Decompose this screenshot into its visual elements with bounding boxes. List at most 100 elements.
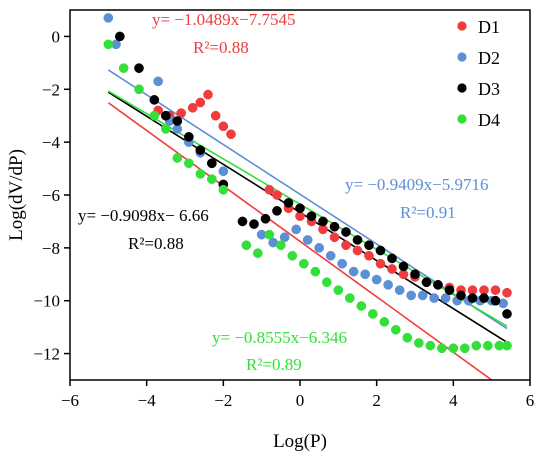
fit-r2-d3: R²=0.88: [128, 234, 184, 253]
y-axis-title: Log(dV/dP): [6, 149, 27, 241]
plot-area: [103, 13, 512, 380]
point-d1: [203, 89, 213, 100]
point-d2: [337, 258, 348, 269]
point-d4: [356, 301, 367, 311]
point-d4: [402, 332, 413, 343]
point-d4: [118, 63, 129, 73]
axis-ticks: −6 −4 −2 0 2 4 6 0 −2 −4 −6 −8 −10 −12: [33, 27, 534, 410]
point-d3: [479, 293, 489, 303]
legend: D1 D2 D3 D4: [457, 17, 500, 130]
point-d3: [375, 245, 386, 256]
x-axis-title: Log(P): [273, 431, 327, 452]
point-d3: [172, 116, 183, 126]
point-d1: [490, 285, 501, 295]
point-d3: [249, 219, 259, 229]
point-d3: [456, 290, 466, 301]
fit-line-d1: [107, 102, 494, 380]
point-d1: [226, 129, 236, 140]
fit-equation-d3: y= −0.9098x− 6.66: [78, 206, 209, 225]
point-d1: [272, 190, 282, 200]
fit-annotations: y= −1.0489x−7.7545 R²=0.88 y= −0.9409x−5.9…: [78, 10, 489, 374]
point-d4: [471, 340, 482, 351]
point-d4: [379, 317, 390, 327]
point-d1: [195, 97, 206, 108]
x-tick-label: 6: [526, 391, 535, 410]
point-d1: [387, 264, 397, 274]
point-d2: [103, 13, 114, 23]
point-d2: [348, 266, 359, 277]
point-d2: [360, 269, 371, 280]
legend-marker-d3: [457, 83, 467, 93]
y-tick-label: −4: [42, 133, 61, 152]
point-d4: [183, 158, 194, 169]
point-d4: [333, 285, 344, 295]
fit-r2-d1: R²=0.88: [193, 38, 249, 57]
point-d4: [310, 266, 321, 277]
point-d4: [367, 309, 378, 319]
point-d2: [325, 250, 336, 261]
y-tick-label: −2: [42, 80, 60, 99]
point-d1: [364, 250, 374, 261]
fit-equation-d4: y= −0.8555x−6.346: [212, 328, 347, 347]
point-d2: [394, 285, 405, 295]
legend-label-d4: D4: [478, 110, 500, 130]
point-d4: [298, 258, 309, 269]
point-d4: [252, 248, 263, 258]
point-d4: [448, 343, 459, 354]
point-d4: [425, 340, 436, 351]
point-d4: [195, 169, 206, 179]
point-d1: [352, 245, 363, 256]
point-d3: [329, 221, 340, 232]
point-d3: [114, 31, 125, 42]
point-d3: [149, 95, 160, 105]
point-d4: [344, 293, 355, 303]
point-d4: [482, 340, 493, 351]
point-d3: [272, 206, 282, 216]
point-d4: [502, 340, 512, 351]
y-tick-label: −12: [33, 345, 60, 364]
point-d2: [291, 224, 302, 235]
point-d3: [237, 216, 248, 227]
point-d2: [371, 274, 382, 285]
y-tick-label: 0: [52, 27, 61, 46]
point-d4: [103, 39, 114, 50]
point-d2: [153, 76, 164, 87]
fit-r2-d2: R²=0.91: [400, 203, 456, 222]
legend-marker-d2: [457, 52, 467, 62]
point-d1: [329, 232, 340, 243]
point-d3: [444, 285, 455, 295]
point-d1: [375, 258, 386, 269]
point-d3: [295, 203, 305, 214]
x-tick-label: −6: [61, 391, 79, 410]
fit-equation-d1: y= −1.0489x−7.7545: [152, 10, 296, 29]
point-d4: [436, 343, 447, 354]
point-d2: [314, 243, 325, 253]
point-d3: [341, 227, 351, 237]
y-tick-label: −10: [33, 292, 60, 311]
point-d3: [502, 309, 512, 319]
data-marks: [103, 13, 512, 380]
x-tick-label: 2: [372, 391, 381, 410]
point-d3: [160, 110, 171, 121]
point-d4: [321, 277, 332, 288]
point-d4: [149, 110, 160, 121]
point-d2: [429, 293, 440, 303]
y-tick-label: −8: [42, 239, 60, 258]
point-d4: [160, 124, 171, 134]
point-d4: [218, 184, 229, 195]
point-d2: [279, 232, 290, 243]
point-d1: [176, 108, 187, 118]
legend-label-d2: D2: [478, 48, 500, 68]
point-d3: [206, 158, 217, 169]
point-d3: [306, 211, 317, 221]
y-tick-label: −6: [42, 186, 60, 205]
point-d1: [218, 121, 229, 132]
fit-r2-d4: R²=0.89: [246, 355, 302, 374]
point-d3: [195, 145, 206, 155]
point-d2: [440, 293, 451, 303]
x-tick-label: −4: [138, 391, 157, 410]
point-d2: [417, 290, 428, 301]
point-d3: [260, 213, 271, 224]
point-d3: [433, 280, 443, 290]
legend-label-d3: D3: [478, 79, 500, 99]
